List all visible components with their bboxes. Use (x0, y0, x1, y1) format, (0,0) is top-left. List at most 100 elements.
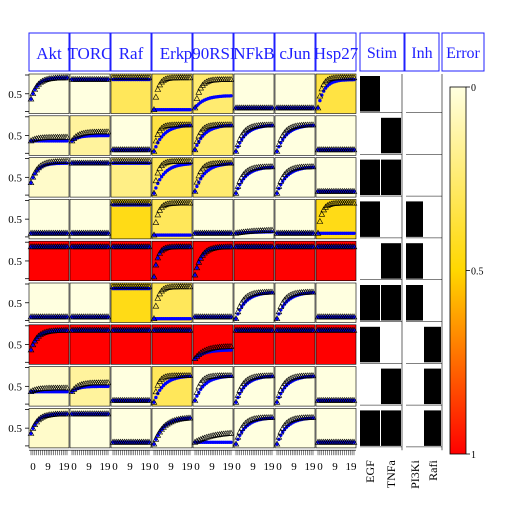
data-point (201, 249, 208, 256)
data-point (35, 80, 42, 87)
x-tick-label: 0 (276, 461, 282, 473)
header-label-error: Error (446, 45, 480, 62)
colorbar-tick-label: 0.5 (471, 267, 484, 278)
data-point (42, 328, 50, 335)
data-point (234, 140, 242, 147)
data-point (227, 372, 235, 379)
data-point (162, 122, 169, 129)
x-tick-label: 0 (71, 461, 77, 473)
data-point (294, 373, 302, 380)
sim-point (152, 149, 156, 154)
cell-akt-exp3 (27, 157, 71, 198)
cell-torc-exp7 (68, 324, 112, 365)
data-point (227, 159, 235, 166)
data-point (318, 210, 326, 217)
data-point (44, 159, 52, 166)
error-colorbar: 00.51 (449, 83, 484, 461)
inh-cell-pi3ki (406, 117, 423, 154)
cell-background (151, 115, 193, 156)
data-point (160, 423, 167, 430)
cell-p90rsk-exp7 (191, 324, 235, 365)
cell-p90rsk-exp5 (191, 240, 235, 281)
data-point (145, 283, 153, 290)
y-tick-label: 0.5 (8, 298, 22, 310)
data-point (249, 415, 257, 422)
sim-point (29, 348, 33, 352)
stim-cell-tnfa (381, 243, 401, 279)
data-point (31, 169, 39, 176)
sim-point (195, 266, 199, 270)
cell-nfkb-exp2 (232, 115, 276, 156)
x-tick-label: 9 (209, 461, 215, 473)
inh-cell-rafi (424, 159, 441, 196)
stim-cell-egf (360, 368, 380, 405)
data-point (152, 435, 160, 442)
sim-point (318, 98, 322, 103)
data-point (326, 201, 333, 207)
data-point (309, 121, 317, 128)
data-point (309, 288, 317, 295)
cell-akt-exp9 (27, 408, 71, 449)
data-point (152, 93, 160, 100)
cell-background (192, 324, 234, 365)
data-point (31, 421, 39, 428)
cell-background (233, 408, 275, 449)
sim-point (29, 181, 33, 185)
sim-point (65, 390, 69, 394)
cell-erk-exp9 (150, 408, 194, 449)
data-point (152, 218, 160, 225)
stim-cell-tnfa (381, 201, 401, 237)
sim-point (106, 133, 110, 138)
data-point (191, 146, 199, 153)
data-point (29, 341, 37, 348)
sim-point (31, 343, 35, 347)
sim-point (31, 175, 35, 180)
data-point (227, 313, 235, 320)
data-point (350, 313, 358, 320)
cell-cjun-exp4 (273, 199, 317, 240)
inh-cell-pi3ki (406, 201, 423, 237)
sim-point (275, 149, 279, 154)
data-point (268, 372, 276, 379)
data-point (63, 326, 71, 333)
data-point (29, 173, 37, 180)
data-point (152, 177, 160, 184)
cell-torc-exp1 (68, 73, 112, 114)
cell-hsp27-exp8 (314, 366, 358, 407)
data-point (204, 122, 212, 129)
header-box-raf (110, 32, 152, 72)
sim-point (158, 137, 162, 142)
data-point (42, 159, 50, 166)
data-point (162, 201, 169, 208)
data-point (29, 424, 37, 431)
data-point (154, 431, 162, 438)
inh-cell-rafi (424, 285, 441, 321)
data-point (33, 135, 41, 142)
data-point (206, 373, 214, 380)
cell-raf-exp2 (109, 115, 153, 156)
data-point (63, 133, 71, 140)
x-tick-label: 9 (127, 461, 133, 473)
sim-point (234, 317, 238, 321)
data-point (309, 372, 317, 379)
stim-cell-egf (360, 243, 380, 279)
axis-labels: 0.50.50.50.50.50.50.50.50.50 9 19 0 9 19 0 9 19 0… (8, 74, 440, 489)
data-point (309, 104, 317, 111)
data-point (154, 254, 162, 261)
y-tick-label: 0.5 (8, 131, 22, 143)
stim-cell-egf (360, 159, 380, 196)
data-point (236, 135, 244, 142)
x-tick-label: 0 (112, 461, 118, 473)
data-point (27, 95, 35, 102)
inh-cell-pi3ki (406, 243, 423, 279)
data-point (150, 189, 158, 196)
data-point (145, 146, 153, 153)
data-point (195, 258, 203, 265)
header-box-p90rsk (192, 32, 234, 72)
stim-cell-tnfa (381, 368, 401, 405)
inh-cell-rafi (424, 201, 441, 237)
data-point (31, 85, 39, 92)
data-point (186, 283, 194, 290)
header-box-erk (151, 32, 193, 72)
data-point (281, 171, 288, 177)
